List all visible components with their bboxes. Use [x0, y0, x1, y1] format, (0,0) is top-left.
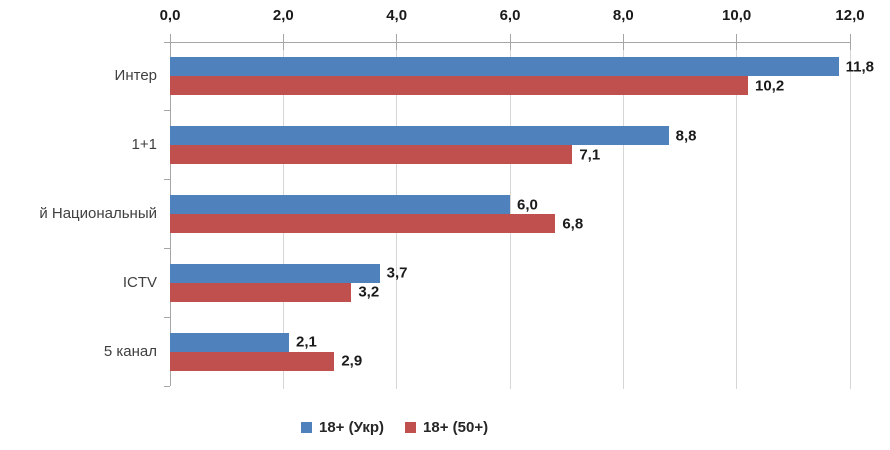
bar-series-2 — [170, 214, 556, 233]
bar-series-1 — [170, 57, 839, 77]
x-axis-tick-label: 8,0 — [612, 7, 634, 24]
gridline — [736, 42, 738, 389]
category-label: Интер — [114, 67, 157, 85]
bar-series-1 — [170, 126, 669, 146]
category-label: ICTV — [122, 273, 157, 291]
legend-swatch-blue — [301, 422, 312, 433]
x-axis-tick-label: 6,0 — [499, 7, 521, 24]
bar-series-2 — [170, 76, 748, 96]
bar-series-1 — [170, 195, 510, 214]
gridline — [622, 42, 624, 389]
bar-series-2 — [170, 282, 352, 302]
category-axis-tick — [164, 110, 170, 112]
data-label: 3,7 — [386, 264, 408, 282]
legend-swatch-red — [405, 422, 417, 433]
bar-series-1 — [170, 263, 380, 283]
data-label: 2,9 — [341, 352, 363, 370]
category-label: 1+1 — [131, 136, 157, 154]
bar-series-2 — [170, 351, 335, 371]
legend-label-series-1: 18+ (Укр) — [319, 419, 385, 436]
category-label: 5 канал — [103, 342, 157, 360]
x-axis-tick-label: 10,0 — [722, 7, 752, 24]
data-label: 6,8 — [562, 215, 584, 232]
legend-item-series-2: 18+ (50+) — [405, 419, 488, 436]
legend-item-series-1: 18+ (Укр) — [301, 419, 384, 436]
x-axis-tick-label: 12,0 — [835, 7, 865, 24]
x-axis-tick-label: 0,0 — [159, 7, 181, 24]
data-label: 8,8 — [675, 127, 697, 145]
data-label: 6,0 — [517, 196, 538, 213]
data-label: 10,2 — [755, 77, 785, 95]
category-label: й Национальный — [39, 205, 157, 222]
bar-series-2 — [170, 145, 573, 165]
data-label: 3,2 — [358, 283, 380, 301]
gridline — [849, 42, 851, 389]
legend: 18+ (Укр) 18+ (50+) — [301, 419, 488, 436]
category-axis-tick — [164, 41, 170, 43]
x-axis-tick-label: 2,0 — [272, 7, 294, 24]
bar-series-1 — [170, 332, 289, 352]
category-axis-tick — [164, 316, 170, 318]
x-axis-tick-label: 4,0 — [386, 7, 408, 24]
data-label: 11,8 — [845, 58, 875, 76]
data-label: 2,1 — [296, 333, 317, 351]
data-label: 7,1 — [579, 146, 601, 164]
x-axis-line — [164, 41, 851, 43]
category-axis-tick — [164, 179, 170, 181]
legend-label-series-2: 18+ (50+) — [423, 419, 489, 436]
category-axis-tick — [164, 385, 170, 387]
category-axis-tick — [164, 247, 170, 249]
